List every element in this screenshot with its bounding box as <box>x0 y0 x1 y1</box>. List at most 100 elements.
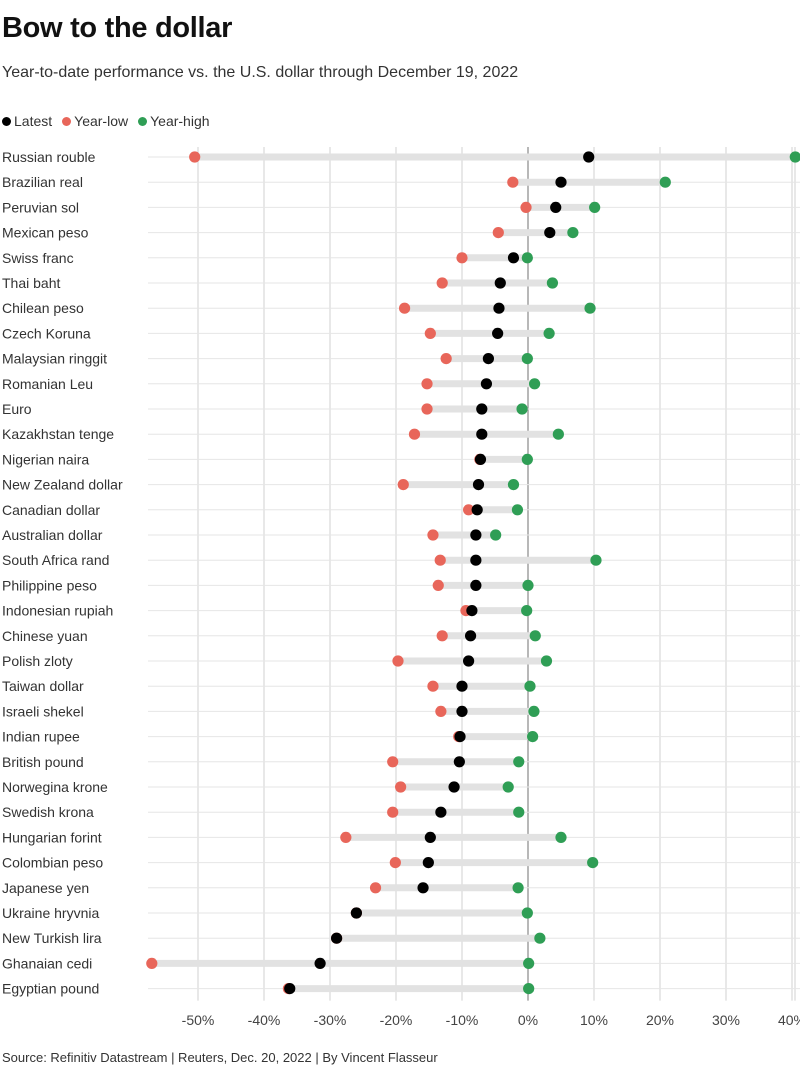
legend: Latest Year-low Year-high <box>2 113 210 129</box>
category-label: Indian rupee <box>2 729 80 745</box>
category-label: New Turkish lira <box>2 930 102 946</box>
x-tick-label: -40% <box>248 1012 281 1028</box>
year-low-point <box>463 504 475 516</box>
year-low-point <box>395 781 407 793</box>
year-high-point <box>513 756 525 768</box>
year-low-point <box>427 529 439 541</box>
year-low-point <box>421 403 433 415</box>
year-high-point <box>513 806 525 818</box>
latest-point <box>314 957 326 970</box>
legend-dot-year-low-icon <box>62 116 72 126</box>
category-label: Nigerian naira <box>2 451 89 467</box>
year-low-point <box>389 857 401 869</box>
latest-point <box>471 504 483 516</box>
category-label: Hungarian forint <box>2 829 102 845</box>
latest-point <box>463 655 475 667</box>
year-high-point <box>587 857 599 869</box>
latest-point <box>482 353 494 365</box>
latest-point <box>555 176 567 188</box>
x-tick-label: 30% <box>712 1012 740 1028</box>
x-tick-label: 40% <box>778 1012 800 1028</box>
latest-point <box>494 277 506 289</box>
year-high-point <box>555 831 567 844</box>
x-tick-label: -20% <box>380 1012 413 1028</box>
latest-point <box>350 907 362 919</box>
year-low-point <box>392 655 404 667</box>
year-low-point <box>398 302 411 314</box>
year-high-point <box>521 605 533 617</box>
latest-point <box>480 378 493 390</box>
latest-point <box>422 857 434 869</box>
year-high-point <box>527 731 539 743</box>
category-label: Indonesian rupiah <box>2 603 113 619</box>
year-high-point <box>490 529 502 541</box>
category-label: Egyptian pound <box>2 981 99 997</box>
latest-point <box>470 554 482 566</box>
latest-point <box>474 453 487 465</box>
latest-point <box>424 831 436 844</box>
latest-point <box>476 428 488 440</box>
year-high-point <box>584 302 596 314</box>
category-label: Swedish krona <box>2 804 94 820</box>
year-high-point <box>546 277 559 289</box>
category-label: Norwegina krone <box>2 779 108 795</box>
year-high-point <box>521 353 533 365</box>
category-label: Chilean peso <box>2 300 84 316</box>
year-high-point <box>511 504 524 516</box>
latest-point <box>435 806 447 818</box>
year-high-point <box>534 932 546 944</box>
year-high-point <box>567 227 579 239</box>
latest-point <box>454 731 466 743</box>
year-low-point <box>387 756 399 768</box>
category-label: Swiss franc <box>2 250 74 266</box>
latest-point <box>466 605 478 617</box>
chart-subtitle: Year-to-date performance vs. the U.S. do… <box>2 64 519 81</box>
x-tick-label: 0% <box>518 1012 538 1028</box>
category-label: Israeli shekel <box>2 703 84 719</box>
year-high-point <box>512 882 524 894</box>
latest-point <box>456 680 468 692</box>
category-label: Ghanaian cedi <box>2 955 92 971</box>
category-label: Czech Koruna <box>2 325 91 341</box>
latest-point <box>448 781 460 793</box>
category-label: Ukraine hryvnia <box>2 905 99 921</box>
year-high-point <box>590 554 602 566</box>
latest-point <box>550 201 562 213</box>
latest-point <box>456 705 468 718</box>
latest-point <box>472 479 485 491</box>
legend-item-year-high: Year-high <box>138 113 210 129</box>
latest-point <box>507 252 520 264</box>
latest-point <box>453 756 465 768</box>
category-label: Chinese yuan <box>2 628 88 644</box>
chart-source: Source: Refinitiv Datastream | Reuters, … <box>2 1050 438 1065</box>
year-low-point <box>507 176 519 188</box>
year-high-point <box>529 630 541 642</box>
year-low-point <box>424 327 436 339</box>
category-label: Thai baht <box>2 275 60 291</box>
year-high-point <box>529 378 541 390</box>
year-high-point <box>540 655 553 667</box>
year-low-point <box>456 252 468 264</box>
category-label: Peruvian sol <box>2 199 79 215</box>
year-low-point <box>397 479 409 491</box>
category-label: Australian dollar <box>2 527 103 543</box>
year-low-point <box>427 680 439 692</box>
year-high-point <box>521 907 533 919</box>
year-low-point <box>440 353 452 365</box>
chart-title: Bow to the dollar <box>2 12 233 44</box>
year-low-point <box>387 806 399 818</box>
category-label: Romanian Leu <box>2 376 93 392</box>
year-high-point <box>521 252 533 264</box>
year-high-point <box>552 428 564 440</box>
latest-point <box>493 302 505 314</box>
latest-point <box>284 983 296 995</box>
latest-point <box>470 529 482 541</box>
category-label: South Africa rand <box>2 552 109 568</box>
x-tick-label: -50% <box>182 1012 215 1028</box>
x-tick-label: 10% <box>580 1012 608 1028</box>
dot-range-chart: -50% -40% -30% -20% -10% 0% 10% 20% 30% 40% Russia… <box>2 147 800 1028</box>
year-low-point <box>189 151 201 163</box>
x-tick-label: -10% <box>446 1012 479 1028</box>
latest-point <box>331 932 343 944</box>
year-high-point <box>502 781 514 793</box>
